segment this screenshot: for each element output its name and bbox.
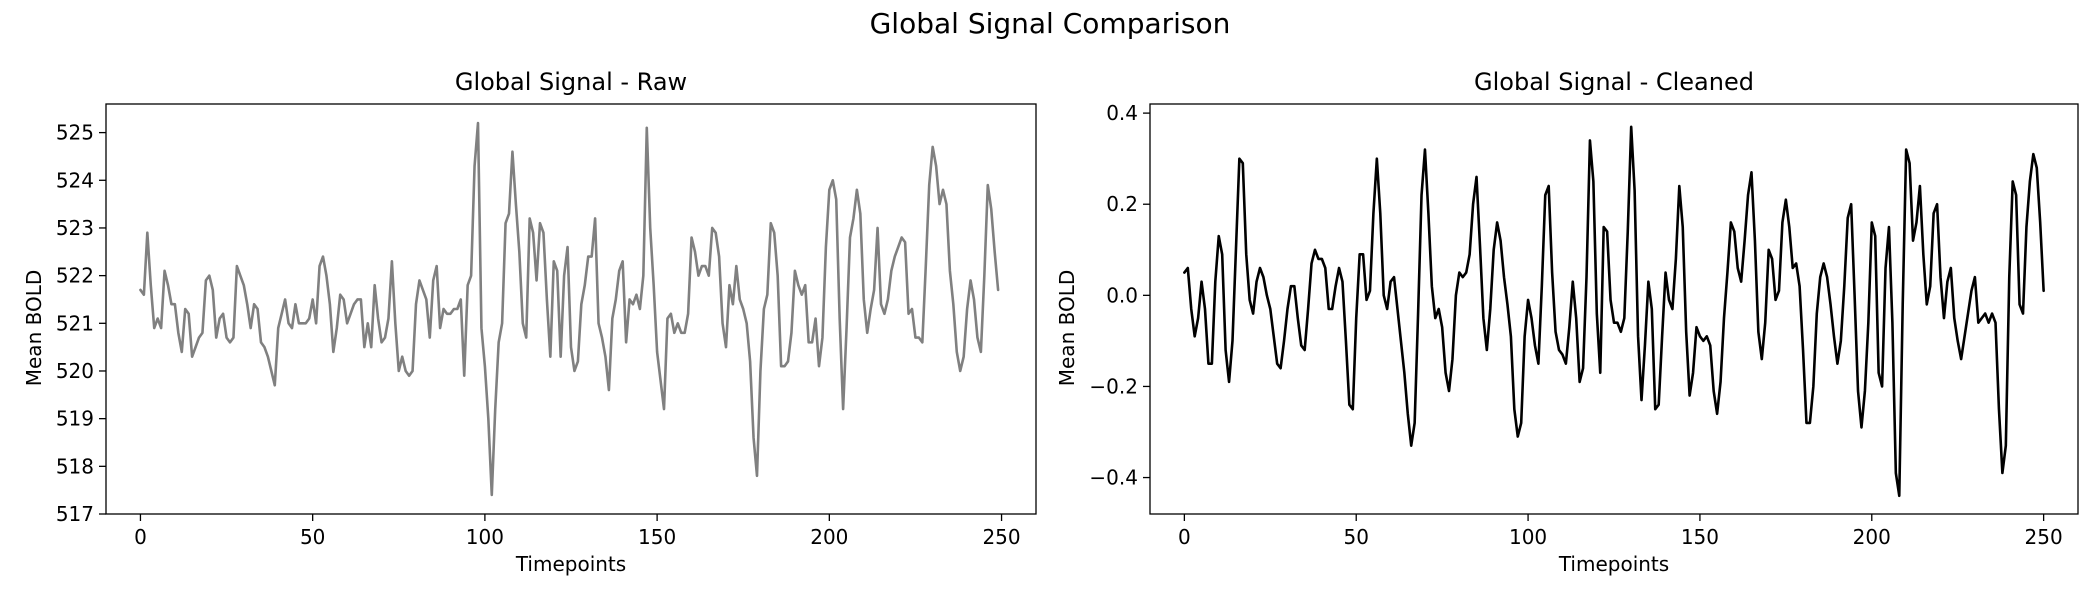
- x-tick-label-cleaned: 100: [1509, 525, 1547, 549]
- y-tick-label-cleaned: 0.0: [1106, 283, 1138, 307]
- y-axis-label-cleaned: Mean BOLD: [1055, 270, 1079, 387]
- y-tick-label-raw: 525: [56, 121, 94, 145]
- x-tick-label-raw: 50: [300, 525, 325, 549]
- y-tick-label-raw: 524: [56, 168, 94, 192]
- y-tick-label-cleaned: 0.2: [1106, 192, 1138, 216]
- panel-raw: Global Signal - Raw Timepoints Mean BOLD…: [22, 68, 1037, 576]
- x-axis-label-raw: Timepoints: [515, 552, 626, 576]
- x-tick-label-raw: 150: [638, 525, 676, 549]
- plot-frame-cleaned: [1149, 103, 2079, 515]
- y-tick-label-raw: 521: [56, 311, 94, 335]
- x-tick-label-raw: 0: [134, 525, 147, 549]
- panel-title-cleaned: Global Signal - Cleaned: [1474, 68, 1754, 96]
- y-axis-label-raw: Mean BOLD: [22, 270, 46, 387]
- y-tick-label-raw: 517: [56, 502, 94, 526]
- plot-frame-raw: [105, 103, 1037, 515]
- y-tick-label-cleaned: 0.4: [1106, 101, 1138, 125]
- series-line-raw: [139, 121, 1000, 497]
- y-tick-label-raw: 518: [56, 454, 94, 478]
- y-tick-label-cleaned: −0.4: [1089, 466, 1138, 490]
- figure-title: Global Signal Comparison: [870, 7, 1231, 40]
- x-tick-label-cleaned: 0: [1178, 525, 1191, 549]
- x-axis-label-cleaned: Timepoints: [1558, 552, 1669, 576]
- x-tick-label-cleaned: 50: [1343, 525, 1368, 549]
- x-tick-label-raw: 200: [810, 525, 848, 549]
- x-tick-label-cleaned: 150: [1681, 525, 1719, 549]
- panel-cleaned: Global Signal - Cleaned Timepoints Mean …: [1055, 68, 2079, 576]
- panel-title-raw: Global Signal - Raw: [455, 68, 687, 96]
- y-tick-label-raw: 523: [56, 216, 94, 240]
- x-tick-label-raw: 250: [982, 525, 1020, 549]
- y-tick-label-raw: 522: [56, 264, 94, 288]
- x-tick-label-raw: 100: [466, 525, 504, 549]
- y-tick-label-cleaned: −0.2: [1089, 374, 1138, 398]
- x-tick-label-cleaned: 200: [1853, 525, 1891, 549]
- y-tick-label-raw: 519: [56, 407, 94, 431]
- y-tick-label-raw: 520: [56, 359, 94, 383]
- x-tick-label-cleaned: 250: [2025, 525, 2063, 549]
- series-line-cleaned: [1183, 125, 2045, 498]
